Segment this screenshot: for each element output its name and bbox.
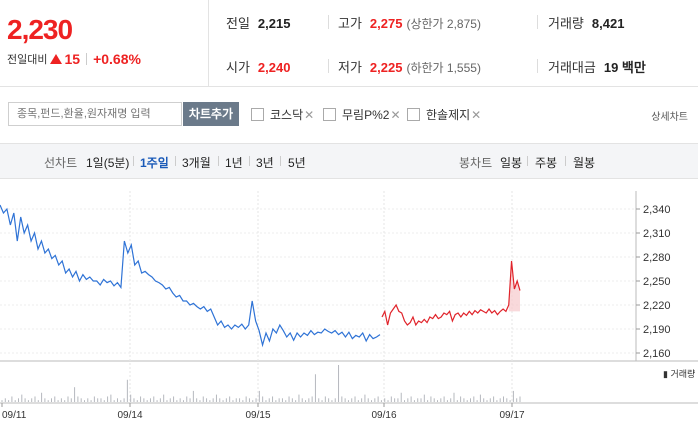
stat-prev-close: 전일 2,215 <box>226 13 290 32</box>
remove-icon[interactable]: ✕ <box>471 107 482 122</box>
stat-sub: (하한가 1,555) <box>406 61 481 75</box>
period-bar: 선차트 1일(5분) 1주일 3개월 1년 3년 5년 봉차트 일봉 주봉 월봉 <box>0 144 698 179</box>
candle-monthly[interactable]: 월봉 <box>573 156 596 170</box>
stat-label: 저가 <box>338 60 362 75</box>
price-area-red <box>508 261 520 312</box>
price-summary: 2,230 전일대비 15 +0.68% 전일 2,215 고가 2,275 (… <box>0 0 698 87</box>
change-row: 전일대비 15 +0.68% <box>7 51 141 67</box>
x-tick-label: 09/17 <box>499 410 524 421</box>
change-label: 전일대비 <box>7 54 48 66</box>
stat-value: 2,275 <box>369 16 403 31</box>
stat-label: 고가 <box>338 16 362 31</box>
price-chart: 2,340 2,310 2,280 2,250 2,220 2,190 2,160 ▮ 거래량… <box>0 191 698 421</box>
stat-high: 고가 2,275 (상한가 2,875) <box>338 13 481 32</box>
x-tick-label: 09/15 <box>245 410 270 421</box>
divider <box>133 156 134 166</box>
current-price: 2,230 <box>7 14 73 45</box>
volume-legend: ▮ 거래량 <box>663 368 695 379</box>
x-tick-label: 09/11 <box>2 410 27 421</box>
checkbox[interactable] <box>323 108 336 121</box>
add-chart-button[interactable]: 차트추가 <box>183 102 239 126</box>
price-line-red <box>381 260 521 327</box>
price-line-blue <box>0 204 381 348</box>
divider <box>280 156 281 166</box>
stat-low: 저가 2,225 (하한가 1,555) <box>338 57 481 76</box>
stat-label: 전일 <box>226 16 250 31</box>
stat-label: 시가 <box>226 60 250 75</box>
period-1day[interactable]: 1일(5분) <box>86 156 130 170</box>
stat-value: 19 백만 <box>603 60 646 75</box>
stat-value: 2,225 <box>369 60 403 75</box>
candle-daily[interactable]: 일봉 <box>500 156 523 170</box>
stat-sub: (상한가 2,875) <box>406 17 481 31</box>
period-1year[interactable]: 1년 <box>225 156 243 170</box>
y-tick-label: 2,190 <box>643 324 671 336</box>
stat-volume: 거래량 8,421 <box>548 13 624 32</box>
divider <box>527 156 528 166</box>
stat-label: 거래대금 <box>548 60 596 75</box>
x-tick-label: 09/16 <box>371 410 396 421</box>
candle-chart-label: 봉차트 <box>459 156 493 170</box>
chart-toolbar: 차트추가 코스닥 ✕ 무림P%2 ✕ 한솔제지 ✕ 상세차트 <box>0 86 698 144</box>
line-chart-label: 선차트 <box>44 156 78 170</box>
divider <box>537 59 538 73</box>
divider <box>328 15 329 29</box>
remove-icon[interactable]: ✕ <box>390 107 401 122</box>
checkbox[interactable] <box>251 108 264 121</box>
divider <box>86 53 88 65</box>
y-tick-label: 2,160 <box>643 348 671 360</box>
remove-icon[interactable]: ✕ <box>304 107 315 122</box>
compare-label: 코스닥 <box>270 108 304 122</box>
period-5year[interactable]: 5년 <box>288 156 306 170</box>
divider <box>249 156 250 166</box>
detail-chart-link[interactable]: 상세차트 <box>651 112 688 123</box>
divider <box>218 156 219 166</box>
compare-hansol[interactable]: 한솔제지 ✕ <box>407 106 481 123</box>
y-tick-label: 2,310 <box>643 228 671 240</box>
stat-amount: 거래대금 19 백만 <box>548 57 646 76</box>
compare-label: 한솔제지 <box>426 108 471 122</box>
price-box: 2,230 전일대비 15 +0.68% <box>0 0 209 86</box>
period-1week[interactable]: 1주일 <box>140 156 169 170</box>
period-3year[interactable]: 3년 <box>256 156 274 170</box>
period-3month[interactable]: 3개월 <box>182 156 211 170</box>
divider <box>565 156 566 166</box>
stat-value: 2,240 <box>257 60 291 75</box>
compare-kosdaq[interactable]: 코스닥 ✕ <box>251 106 314 123</box>
divider <box>175 156 176 166</box>
change-value: 15 <box>64 51 81 67</box>
y-tick-label: 2,280 <box>643 252 671 264</box>
divider <box>328 59 329 73</box>
candle-weekly[interactable]: 주봉 <box>535 156 558 170</box>
divider <box>537 15 538 29</box>
stat-label: 거래량 <box>548 16 584 31</box>
up-triangle-icon <box>50 54 63 64</box>
stock-search-input[interactable] <box>8 102 182 126</box>
stat-value: 2,215 <box>257 16 291 31</box>
compare-murim[interactable]: 무림P%2 ✕ <box>323 106 401 123</box>
x-tick-label: 09/14 <box>117 410 142 421</box>
compare-label: 무림P%2 <box>342 108 390 122</box>
change-rate: +0.68% <box>93 51 141 67</box>
y-tick-label: 2,220 <box>643 300 671 312</box>
stat-open: 시가 2,240 <box>226 57 290 76</box>
stat-value: 8,421 <box>591 16 625 31</box>
checkbox[interactable] <box>407 108 420 121</box>
y-tick-label: 2,250 <box>643 276 671 288</box>
y-tick-label: 2,340 <box>643 204 671 216</box>
